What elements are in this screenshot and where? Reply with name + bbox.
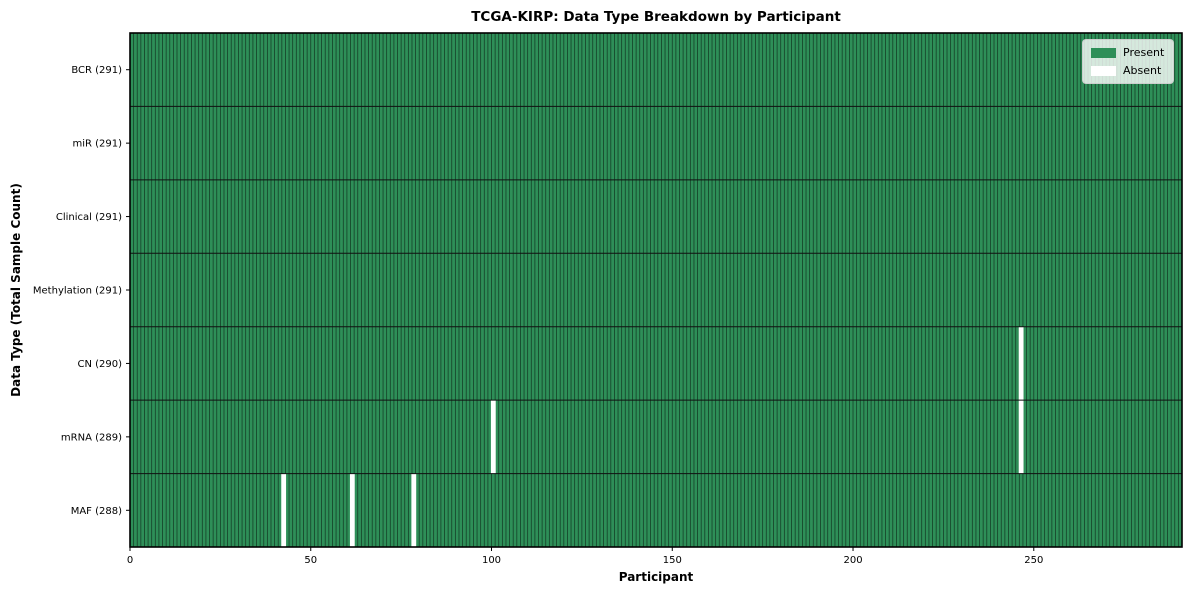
x-axis-label: Participant [618, 570, 694, 584]
legend-swatch-absent-icon [1091, 65, 1116, 76]
y-tick-label: CN (290) [77, 359, 122, 370]
y-tick-label: miR (291) [72, 139, 122, 150]
y-tick-label: Methylation (291) [33, 286, 122, 297]
absent-cell [1018, 326, 1024, 401]
y-tick-label: Clinical (291) [56, 212, 122, 223]
legend: Present Absent [1082, 39, 1175, 84]
x-tick-label: 0 [127, 555, 133, 566]
y-tick-label: MAF (288) [71, 506, 122, 517]
x-tick-label: 250 [1024, 555, 1043, 566]
chart-title: TCGA-KIRP: Data Type Breakdown by Partic… [471, 9, 841, 25]
legend-entry-absent: Absent [1091, 64, 1164, 77]
legend-entry-present: Present [1091, 46, 1164, 59]
legend-swatch-present-icon [1091, 47, 1116, 58]
legend-label-absent: Absent [1123, 64, 1162, 77]
y-tick-label: BCR (291) [71, 65, 122, 76]
x-tick-label: 100 [482, 555, 501, 566]
absent-cell [349, 473, 355, 547]
x-tick-label: 150 [663, 555, 682, 566]
x-tick-label: 50 [304, 555, 317, 566]
y-tick-label: mRNA (289) [61, 432, 122, 443]
absent-cell [411, 473, 417, 547]
heatmap-present-area [130, 33, 1182, 547]
legend-label-present: Present [1123, 46, 1165, 59]
x-tick-label: 200 [843, 555, 862, 566]
absent-cell [490, 400, 496, 474]
absent-cell [281, 473, 287, 547]
absent-cell [1018, 400, 1024, 474]
